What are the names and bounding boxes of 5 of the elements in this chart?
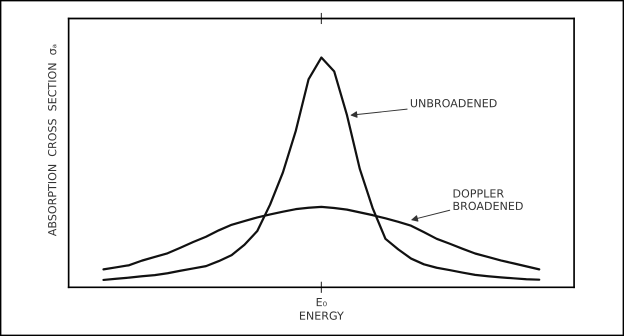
x-axis-title: ENERGY — [300, 311, 344, 320]
annotation: DOPPLER BROADENED — [454, 189, 523, 210]
annotation: UNBROADENED — [410, 98, 497, 108]
text: E₀ — [316, 298, 327, 306]
y-axis-title: ABSORPTION CROSS SECTION σₐ — [48, 44, 56, 236]
